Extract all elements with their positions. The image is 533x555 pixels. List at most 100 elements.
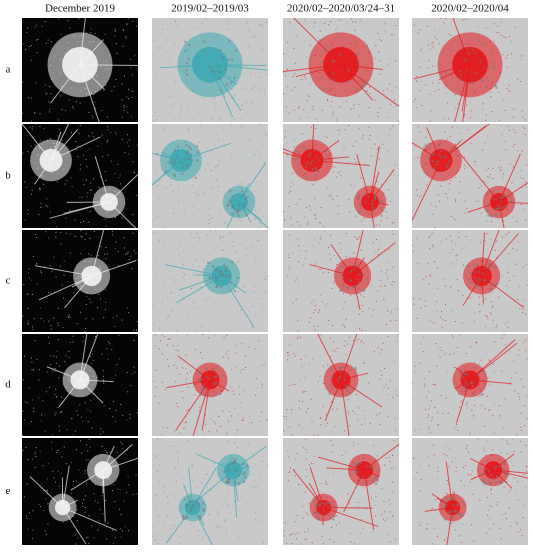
speck: [328, 247, 329, 248]
speck: [426, 528, 427, 529]
speck: [126, 492, 127, 493]
speck: [443, 506, 445, 508]
speck: [355, 22, 356, 23]
speck: [455, 219, 456, 220]
speck: [46, 43, 47, 44]
speck: [152, 232, 153, 233]
speck: [509, 91, 510, 92]
speck: [460, 181, 461, 182]
speck: [523, 505, 524, 506]
speck: [471, 110, 472, 111]
speck: [292, 76, 293, 77]
speck: [113, 484, 114, 485]
speck: [513, 217, 514, 218]
speck: [314, 174, 316, 176]
speck: [156, 260, 157, 261]
speck: [517, 481, 518, 482]
speck: [500, 207, 502, 209]
column-header: December 2019: [45, 3, 115, 15]
speck: [287, 42, 288, 43]
speck: [511, 40, 512, 41]
speck: [463, 265, 464, 266]
speck: [136, 195, 137, 196]
speck: [453, 367, 454, 368]
speck: [379, 247, 380, 248]
speck: [499, 405, 500, 406]
speck: [526, 445, 527, 446]
speck: [474, 277, 476, 279]
speck: [77, 156, 78, 157]
speck: [477, 281, 479, 283]
speck: [462, 501, 464, 503]
speck: [320, 76, 322, 78]
speck: [223, 264, 225, 266]
row-label: c: [6, 275, 11, 287]
speck: [434, 528, 435, 529]
speck: [93, 117, 94, 118]
speck: [305, 439, 306, 440]
speck: [377, 33, 378, 34]
speck: [349, 199, 350, 200]
speck: [387, 533, 388, 534]
speck: [441, 18, 442, 19]
speck: [231, 153, 232, 154]
speck: [295, 63, 296, 64]
speck: [180, 433, 181, 434]
speck: [328, 272, 329, 273]
speck: [416, 190, 417, 191]
panel-image: [283, 230, 399, 332]
speck: [243, 369, 244, 370]
speck: [252, 453, 253, 454]
speck: [474, 405, 475, 406]
speck: [476, 342, 477, 343]
speck: [439, 43, 440, 44]
speck: [240, 370, 241, 371]
speck: [322, 110, 323, 111]
speck: [321, 207, 322, 208]
speck: [477, 439, 478, 440]
speck: [198, 515, 200, 517]
speck: [73, 481, 74, 482]
speck: [64, 261, 65, 262]
speck: [115, 242, 116, 243]
speck: [292, 543, 293, 544]
speck: [390, 541, 391, 542]
speck: [296, 158, 298, 160]
speck: [31, 60, 32, 61]
speck: [372, 531, 373, 532]
panel-image: [152, 124, 268, 228]
speck: [484, 448, 485, 449]
speck: [267, 74, 268, 75]
speck: [348, 425, 349, 426]
speck: [306, 452, 307, 453]
speck: [470, 117, 471, 118]
speck: [352, 388, 354, 390]
speck: [229, 190, 231, 192]
speck: [523, 342, 524, 343]
speck: [57, 181, 58, 182]
speck: [50, 364, 51, 365]
speck: [342, 266, 344, 268]
speck: [320, 223, 321, 224]
speck: [186, 410, 187, 411]
speck: [230, 232, 231, 233]
speck: [445, 354, 446, 355]
speck: [209, 277, 211, 279]
speck: [522, 517, 523, 518]
speck: [224, 222, 225, 223]
speck: [424, 384, 425, 385]
speck: [485, 327, 486, 328]
speck: [491, 301, 492, 302]
speck: [358, 196, 360, 198]
speck: [475, 72, 477, 74]
speck: [507, 453, 508, 454]
speck: [375, 496, 376, 497]
speck: [214, 145, 215, 146]
speck: [233, 390, 234, 391]
speck: [486, 533, 487, 534]
speck: [388, 388, 389, 389]
speck: [487, 377, 488, 378]
speck: [252, 327, 253, 328]
speck: [176, 368, 177, 369]
speck: [459, 70, 461, 72]
